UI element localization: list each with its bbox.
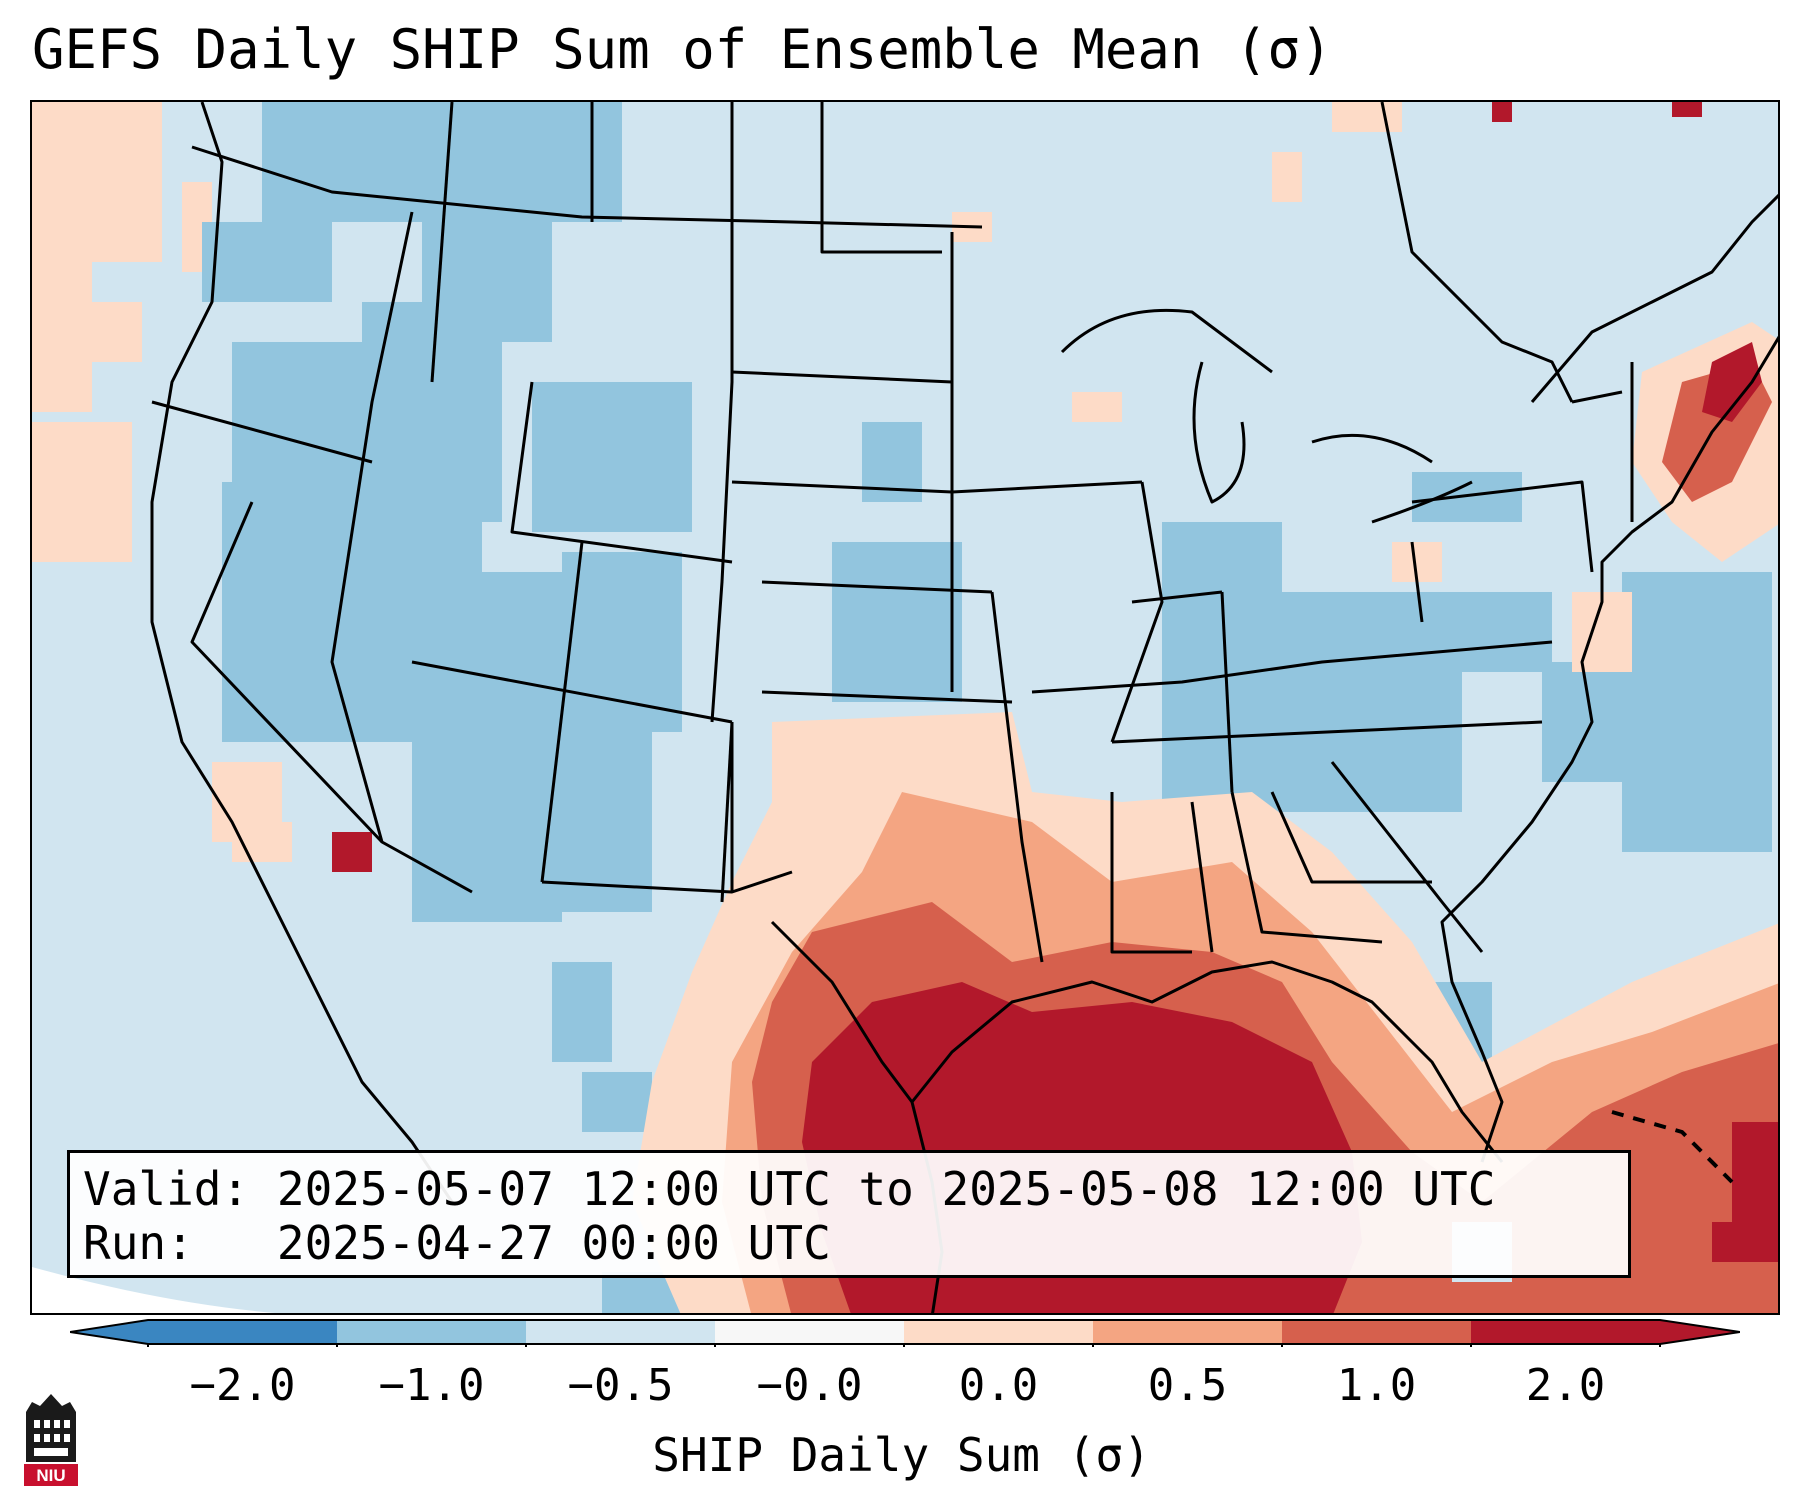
colorbar-segment: [148, 1320, 338, 1344]
svg-text:NIU: NIU: [36, 1466, 65, 1485]
colorbar-tick-label: 2.0: [1525, 1360, 1606, 1411]
colorbar-tick-label: −2.0: [189, 1360, 296, 1411]
colorbar-segment: [526, 1320, 716, 1344]
colorbar-tick-label: 0.0: [958, 1360, 1039, 1411]
map-panel: [30, 100, 1780, 1315]
state-borders: [150, 102, 1778, 1313]
pacific-warm-patches: [32, 102, 1302, 862]
colorbar: [70, 1319, 1740, 1347]
colorbar-tick-marks: [147, 1344, 1661, 1347]
caribbean-islands: [1611, 1110, 1734, 1184]
colorbar-segment: [337, 1320, 527, 1344]
colorbar-segment: [1282, 1320, 1472, 1344]
colorbar-tick-label: −0.0: [756, 1360, 863, 1411]
northeast-warm-anomaly: [332, 102, 1778, 872]
valid-value: 2025-05-07 12:00 UTC to 2025-05-08 12:00…: [276, 1162, 1496, 1216]
run-value: 2025-04-27 00:00 UTC: [276, 1216, 831, 1270]
run-label: Run:: [83, 1216, 194, 1270]
chart-title: GEFS Daily SHIP Sum of Ensemble Mean (σ): [32, 18, 1333, 81]
colorbar-tick-label: 1.0: [1336, 1360, 1417, 1411]
colorbar-tick-label: 0.5: [1147, 1360, 1228, 1411]
colorbar-segment: [1471, 1320, 1661, 1344]
colorbar-tick-label: −1.0: [378, 1360, 485, 1411]
colorbar-segment: [1093, 1320, 1283, 1344]
valid-label: Valid:: [83, 1162, 250, 1216]
colorbar-label: SHIP Daily Sum (σ): [652, 1428, 1151, 1482]
colorbar-segments: [148, 1320, 1661, 1344]
niu-logo-icon: NIU: [24, 1394, 78, 1486]
colorbar-segment: [904, 1320, 1094, 1344]
valid-run-info-box: Valid: 2025-05-07 12:00 UTC to 2025-05-0…: [67, 1150, 1631, 1278]
shading-map: [32, 102, 1778, 1313]
colorbar-tick-label: −0.5: [567, 1360, 674, 1411]
colorbar-extend-high: [1660, 1320, 1740, 1344]
colorbar-extend-low: [70, 1320, 148, 1344]
map-edge-left: [32, 1267, 276, 1313]
colorbar-segment: [715, 1320, 905, 1344]
